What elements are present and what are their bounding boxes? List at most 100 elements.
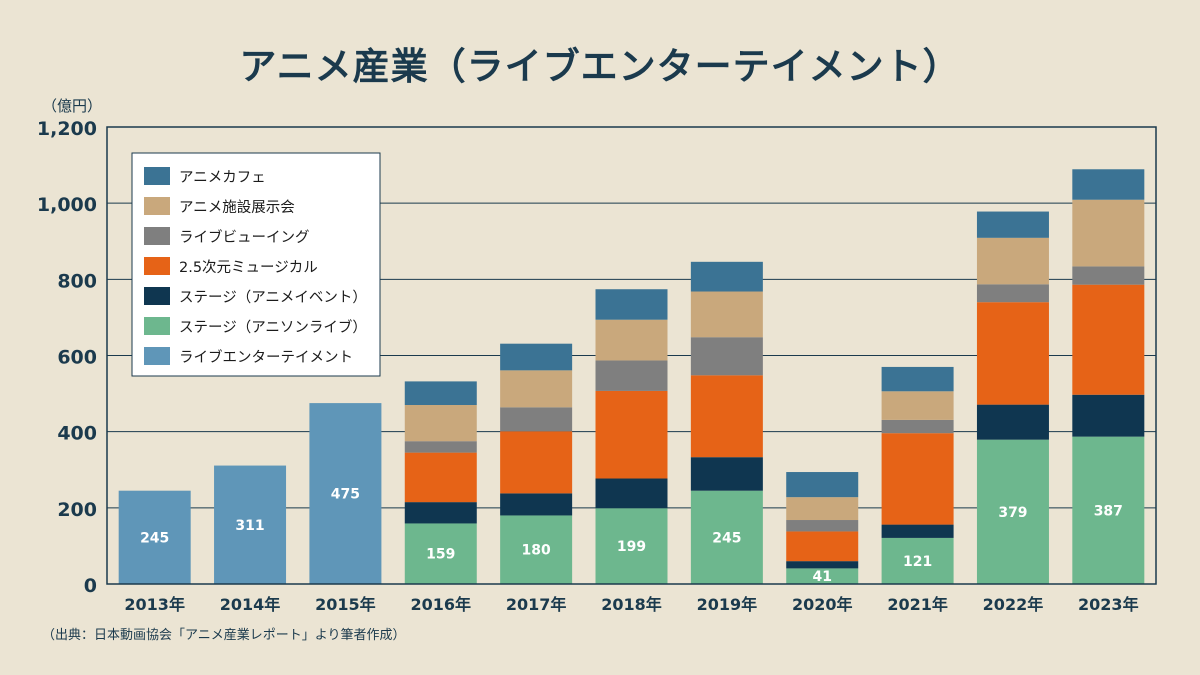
- bar-segment: [1072, 199, 1145, 267]
- legend-swatch: [144, 347, 170, 365]
- y-tick-label: 400: [57, 423, 97, 445]
- legend-label: アニメ施設展示会: [179, 199, 295, 216]
- legend-label: ライブエンターテイメント: [179, 348, 353, 366]
- bar-segment: [1072, 394, 1145, 437]
- bar-segment: [1072, 169, 1145, 200]
- bar-segment: [976, 302, 1049, 405]
- bar-segment: [118, 490, 191, 584]
- bar-segment: [500, 515, 573, 584]
- y-tick-label: 800: [57, 270, 97, 292]
- bar-segment: [1072, 284, 1145, 395]
- bar-segment: [500, 343, 573, 371]
- data-label: 180: [522, 543, 551, 559]
- bar-segment: [404, 381, 477, 406]
- source-note: （出典：日本動画協会「アニメ産業レポート」より筆者作成）: [42, 628, 406, 643]
- legend-swatch: [144, 227, 170, 245]
- bar-segment: [976, 404, 1049, 440]
- bar-segment: [786, 568, 859, 584]
- bar-segment: [595, 289, 668, 320]
- legend-swatch: [144, 167, 170, 185]
- data-label: 245: [712, 530, 741, 546]
- data-label: 121: [903, 554, 932, 570]
- data-label: 379: [998, 505, 1027, 521]
- y-tick-label: 1,200: [37, 118, 97, 140]
- legend-label: 2.5次元ミュージカル: [179, 259, 318, 276]
- bar-segment: [976, 439, 1049, 584]
- bar-segment: [976, 211, 1049, 238]
- bar-segment: [881, 419, 954, 434]
- legend-swatch: [144, 287, 170, 305]
- y-tick-label: 0: [84, 575, 97, 597]
- bar-segment: [976, 284, 1049, 303]
- bar-segment: [976, 237, 1049, 285]
- x-tick-label: 2021年: [887, 595, 948, 614]
- bar-segment: [690, 375, 763, 458]
- y-tick-label: 600: [57, 347, 97, 369]
- bar-segment: [1072, 266, 1145, 285]
- bar-segment: [404, 523, 477, 584]
- x-tick-label: 2014年: [220, 595, 281, 614]
- bar-segment: [404, 502, 477, 524]
- data-label: 245: [140, 530, 169, 546]
- legend-box: [131, 152, 381, 377]
- x-tick-label: 2018年: [601, 595, 662, 614]
- y-axis-unit-label: （億円）: [42, 97, 103, 115]
- x-tick-label: 2022年: [983, 595, 1044, 614]
- bar-segment: [595, 319, 668, 361]
- bar-segment: [881, 537, 954, 584]
- bar-segment: [786, 520, 859, 532]
- x-tick-label: 2016年: [410, 595, 471, 614]
- data-label: 41: [812, 569, 831, 585]
- data-label: 311: [235, 518, 264, 534]
- plot-frame: [106, 126, 1157, 585]
- legend-label: ステージ（アニメイベント）: [179, 289, 367, 306]
- data-label: 475: [331, 487, 360, 503]
- data-label: 387: [1094, 503, 1123, 519]
- bar-segment: [881, 366, 954, 392]
- bar-segment: [500, 493, 573, 516]
- legend-label: ライブビューイング: [179, 228, 310, 246]
- bar-segment: [404, 405, 477, 442]
- bar-segment: [786, 472, 859, 498]
- bar-segment: [881, 524, 954, 538]
- bar-segment: [690, 490, 763, 584]
- y-tick-label: 200: [57, 499, 97, 521]
- bar-segment: [214, 465, 287, 584]
- x-tick-label: 2023年: [1078, 595, 1139, 614]
- legend-swatch: [144, 317, 170, 335]
- bar-segment: [500, 431, 573, 494]
- bar-segment: [881, 391, 954, 420]
- bar-segment: [786, 561, 859, 569]
- bar-segment: [595, 360, 668, 391]
- bar-segment: [500, 407, 573, 432]
- legend-swatch: [144, 197, 170, 215]
- chart-title: アニメ産業（ライブエンターテイメント）: [239, 45, 961, 88]
- legend-label: ステージ（アニソンライブ）: [179, 318, 367, 336]
- bar-segment: [595, 478, 668, 509]
- bar-segment: [595, 508, 668, 584]
- bar-segment: [690, 291, 763, 338]
- legend-label: アニメカフェ: [179, 170, 266, 186]
- x-tick-label: 2017年: [506, 595, 567, 614]
- bar-segment: [404, 452, 477, 503]
- x-axis-tick-labels: 2013年 2014年 2015年 2016年 2017年 2018年 2019年 2020年…: [124, 595, 1138, 614]
- bar-segment: [690, 261, 763, 292]
- bar-segment: [881, 433, 954, 525]
- data-label: 159: [426, 547, 455, 563]
- data-labels: 245 311 475 159 180 199 245 41 121 379 387: [140, 487, 1123, 586]
- x-tick-label: 2015年: [315, 595, 376, 614]
- bar-segment: [1072, 436, 1145, 584]
- bar-segment: [786, 531, 859, 562]
- bar-segment: [690, 337, 763, 376]
- bar-segment: [500, 370, 573, 408]
- x-tick-label: 2013年: [124, 595, 185, 614]
- x-tick-label: 2020年: [792, 595, 853, 614]
- bar-segment: [690, 457, 763, 491]
- bar-segment: [404, 441, 477, 453]
- bar-segment: [595, 390, 668, 479]
- bar-segment: [309, 403, 382, 584]
- bar-segment: [786, 497, 859, 521]
- legend-swatch: [144, 257, 170, 275]
